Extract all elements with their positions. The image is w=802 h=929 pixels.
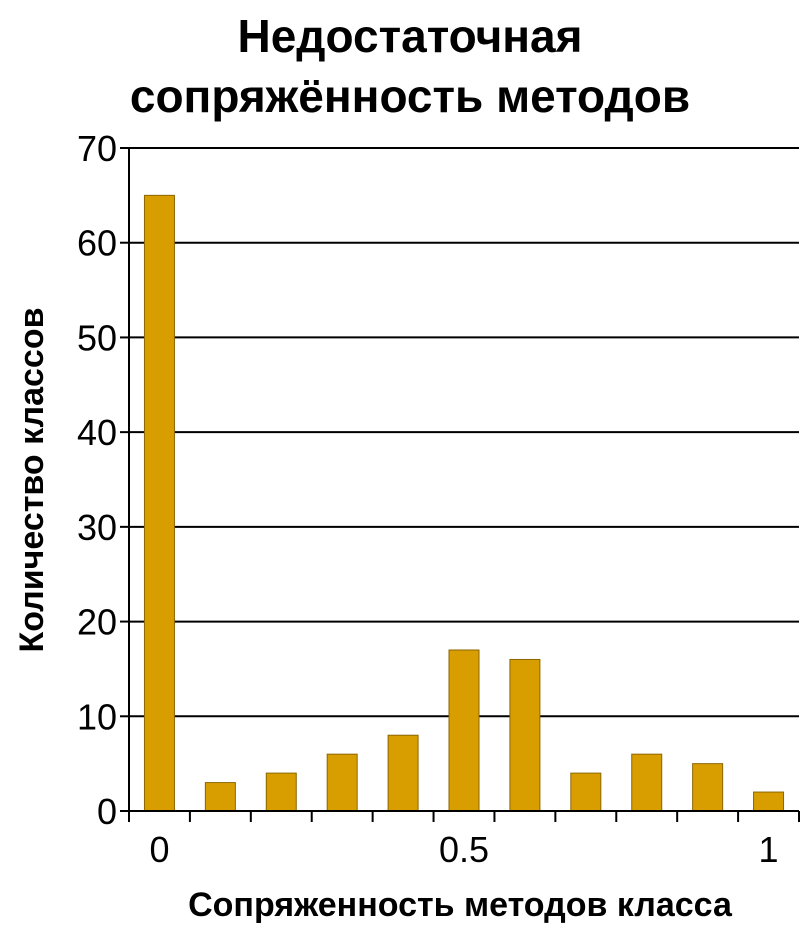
bar-0.1	[204, 782, 236, 812]
bar-1	[753, 791, 785, 812]
bar-0.2	[265, 772, 297, 812]
x-tick-label: 1	[759, 829, 779, 870]
y-tick-label: 10	[77, 696, 117, 737]
bar-0.3	[326, 753, 358, 812]
x-axis-title: Сопряженность методов класса	[188, 886, 732, 924]
y-tick-label: 70	[77, 128, 117, 169]
bar-0.8	[631, 753, 663, 812]
y-tick-label: 30	[77, 507, 117, 548]
y-tick-label: 0	[97, 791, 117, 832]
bar-0.5	[448, 649, 480, 812]
y-tick-label: 60	[77, 223, 117, 264]
bar-0.9	[692, 763, 724, 812]
y-tick-label: 20	[77, 602, 117, 643]
bar-0.4	[387, 734, 419, 812]
bar-0.6	[509, 658, 541, 812]
bar-0	[143, 194, 175, 812]
chart-title-line-1: Недостаточная	[237, 10, 583, 62]
y-axis-title: Количество классов	[13, 307, 51, 653]
chart-title-line-2: сопряжённость методов	[129, 70, 691, 122]
x-tick-label: 0	[149, 829, 169, 870]
x-tick-label: 0.5	[439, 829, 489, 870]
chart-title: Недостаточная сопряжённость методов	[60, 6, 760, 126]
y-tick-label: 50	[77, 317, 117, 358]
bar-0.7	[570, 772, 602, 812]
y-tick-label: 40	[77, 412, 117, 453]
